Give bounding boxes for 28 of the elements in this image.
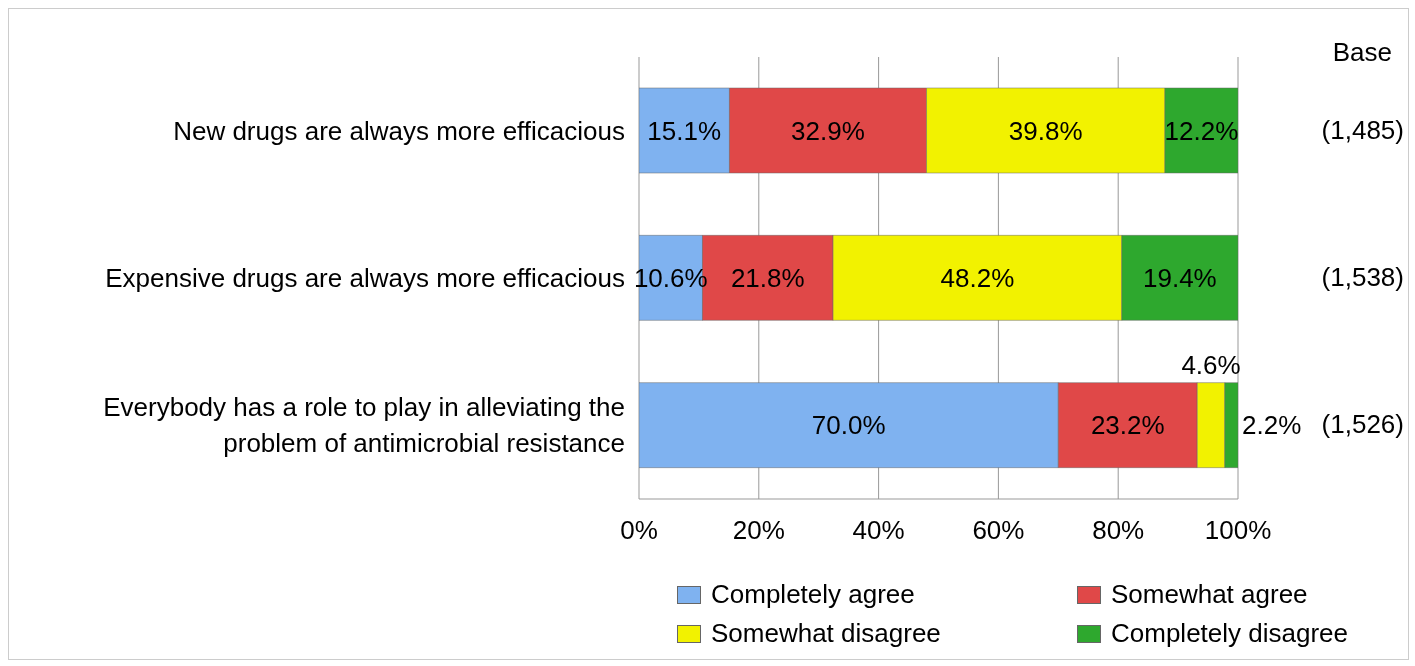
legend-label: Completely agree [711, 579, 915, 610]
text: Base [1332, 37, 1392, 68]
data-label: 15.1% [647, 115, 722, 146]
data-label: 2.2% [1242, 410, 1302, 441]
x-tick-label: 80% [1092, 515, 1145, 546]
legend-label: Somewhat disagree [711, 618, 941, 649]
text: (1,526) [1321, 409, 1404, 441]
data-label: 48.2% [940, 262, 1015, 293]
data-label: 21.8% [730, 262, 805, 293]
y-tick-label: Everybody has a role to play in alleviating the problem of antimicrobial resistance [103, 392, 625, 459]
data-label: 19.4% [1143, 262, 1217, 293]
text: (1,485) [1321, 114, 1404, 146]
x-tick-label: 60% [972, 515, 1025, 546]
data-label: 70.0% [811, 410, 886, 441]
text: (1,538) [1321, 262, 1404, 293]
data-label: 12.2% [1164, 115, 1239, 146]
data-label: 23.2% [1090, 410, 1165, 441]
x-tick-label: 100% [1204, 515, 1272, 546]
y-tick-label: Expensive drugs are always more efficacious [105, 263, 625, 293]
legend-label: Completely disagree [1111, 618, 1349, 649]
legend-label: Somewhat agree [1111, 579, 1308, 610]
data-label: 4.6% [1181, 349, 1241, 380]
x-tick-label: 0% [620, 515, 658, 546]
x-tick-label: 20% [732, 515, 785, 546]
x-tick-label: 40% [852, 515, 905, 546]
y-tick-label: New drugs are always more efficacious [173, 115, 625, 146]
data-label: 39.8% [1008, 115, 1083, 146]
data-label: 32.9% [791, 115, 865, 146]
